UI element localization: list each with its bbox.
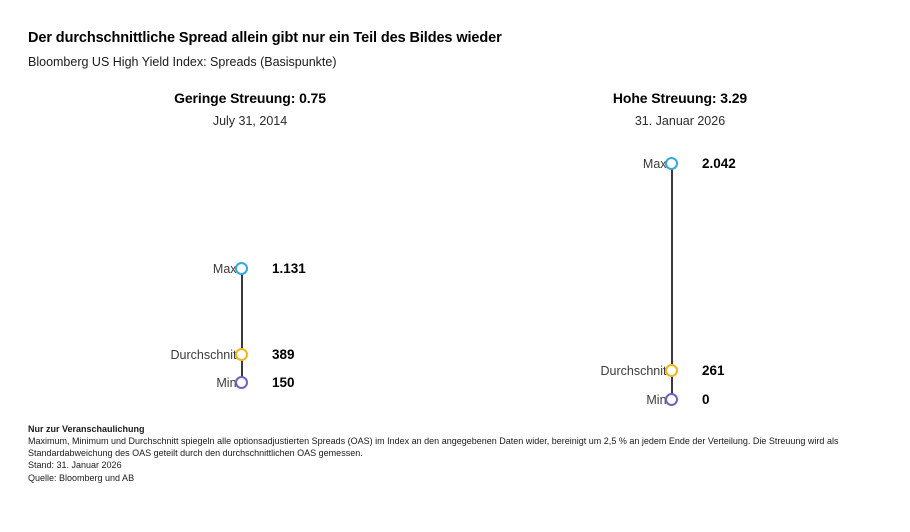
panel-low-date: July 31, 2014 <box>212 113 288 128</box>
footnotes: Nur zur Veranschaulichung Maximum, Minim… <box>28 423 890 484</box>
data-point-max-high[interactable] <box>665 156 678 170</box>
footnote-heading: Nur zur Veranschaulichung <box>28 424 145 434</box>
range-line-high <box>671 163 673 399</box>
chart-header: Der durchschnittliche Spread allein gibt… <box>28 30 888 70</box>
data-point-min-high[interactable] <box>665 392 678 406</box>
range-line-low <box>241 268 243 382</box>
panel-low-title: Geringe Streuung: 0.75 <box>174 90 326 106</box>
panel-low-plot: Max. 1.131 Durchschnitt 389 Min. 150 <box>60 0 440 532</box>
point-label-avg-low: Durchschnitt <box>170 348 240 362</box>
page-title: Der durchschnittliche Spread allein gibt… <box>28 30 502 46</box>
point-value-max-high: 2.042 <box>702 156 736 171</box>
chart-subtitle: Bloomberg US High Yield Index: Spreads (… <box>28 55 337 70</box>
footnote-line-2: Standardabweichung des OAS geteilt durch… <box>28 448 363 459</box>
panel-high-header: Hohe Streuung: 3.29 31. Januar 2026 <box>490 90 870 129</box>
data-point-min-low[interactable] <box>235 375 248 389</box>
point-label-max-high: Max. <box>642 157 670 171</box>
data-point-avg-high[interactable] <box>665 363 678 377</box>
point-label-avg-high: Durchschnitt <box>600 364 670 378</box>
point-value-min-low: 150 <box>272 375 295 390</box>
footnote-asof: Stand: 31. Januar 2026 <box>28 460 122 471</box>
point-value-max-low: 1.131 <box>272 261 306 276</box>
footnote-line-1: Maximum, Minimum und Durchschnitt spiege… <box>28 436 839 447</box>
point-value-avg-high: 261 <box>702 363 725 378</box>
panel-high-date: 31. Januar 2026 <box>634 113 726 128</box>
panel-high-title: Hohe Streuung: 3.29 <box>612 90 748 106</box>
panel-low-header: Geringe Streuung: 0.75 July 31, 2014 <box>60 90 440 129</box>
point-label-max-low: Max. <box>212 262 240 276</box>
point-label-min-low: Min. <box>216 376 240 390</box>
panel-high-plot: Max. 2.042 Durchschnitt 261 Min. 0 <box>490 0 870 532</box>
footnote-source: Quelle: Bloomberg und AB <box>28 472 135 483</box>
data-point-max-low[interactable] <box>235 261 248 275</box>
point-label-min-high: Min. <box>646 393 670 407</box>
data-point-avg-low[interactable] <box>235 347 248 361</box>
point-value-avg-low: 389 <box>272 347 295 362</box>
point-value-min-high: 0 <box>702 392 710 407</box>
